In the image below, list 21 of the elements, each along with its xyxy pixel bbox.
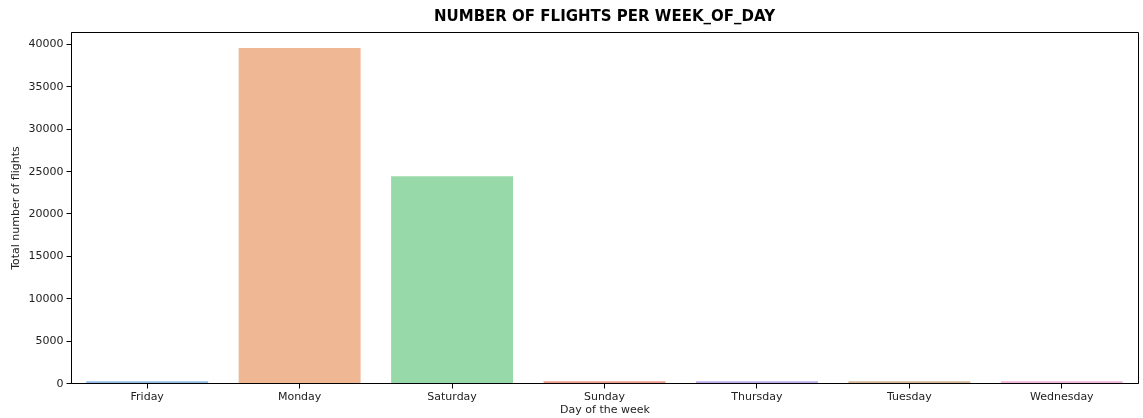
x-tick-label: Thursday [730,389,783,403]
y-tick-label: 15000 [28,249,64,263]
x-tick-label: Tuesday [885,389,933,403]
x-tick-label: Saturday [427,389,478,403]
chart-title: NUMBER OF FLIGHTS PER WEEK_OF_DAY [433,7,777,25]
y-tick-label: 5000 [35,334,64,348]
bar [391,176,514,383]
y-axis-title: Total number of flights [8,145,22,271]
y-tick-label: 25000 [28,164,64,178]
y-tick-label: 10000 [28,291,64,305]
y-tick-label: 40000 [28,37,64,51]
y-tick-label: 30000 [28,122,64,136]
x-tick-label: Sunday [583,389,626,403]
x-axis-title: Day of the week [560,402,651,416]
x-tick-label: Friday [130,389,165,403]
x-tick-label: Monday [277,389,322,403]
y-tick-label: 0 [56,376,64,390]
y-tick-label: 35000 [28,79,64,93]
bar [238,48,361,383]
x-tick-label: Wednesday [1029,389,1095,403]
y-tick-label: 20000 [28,206,64,220]
